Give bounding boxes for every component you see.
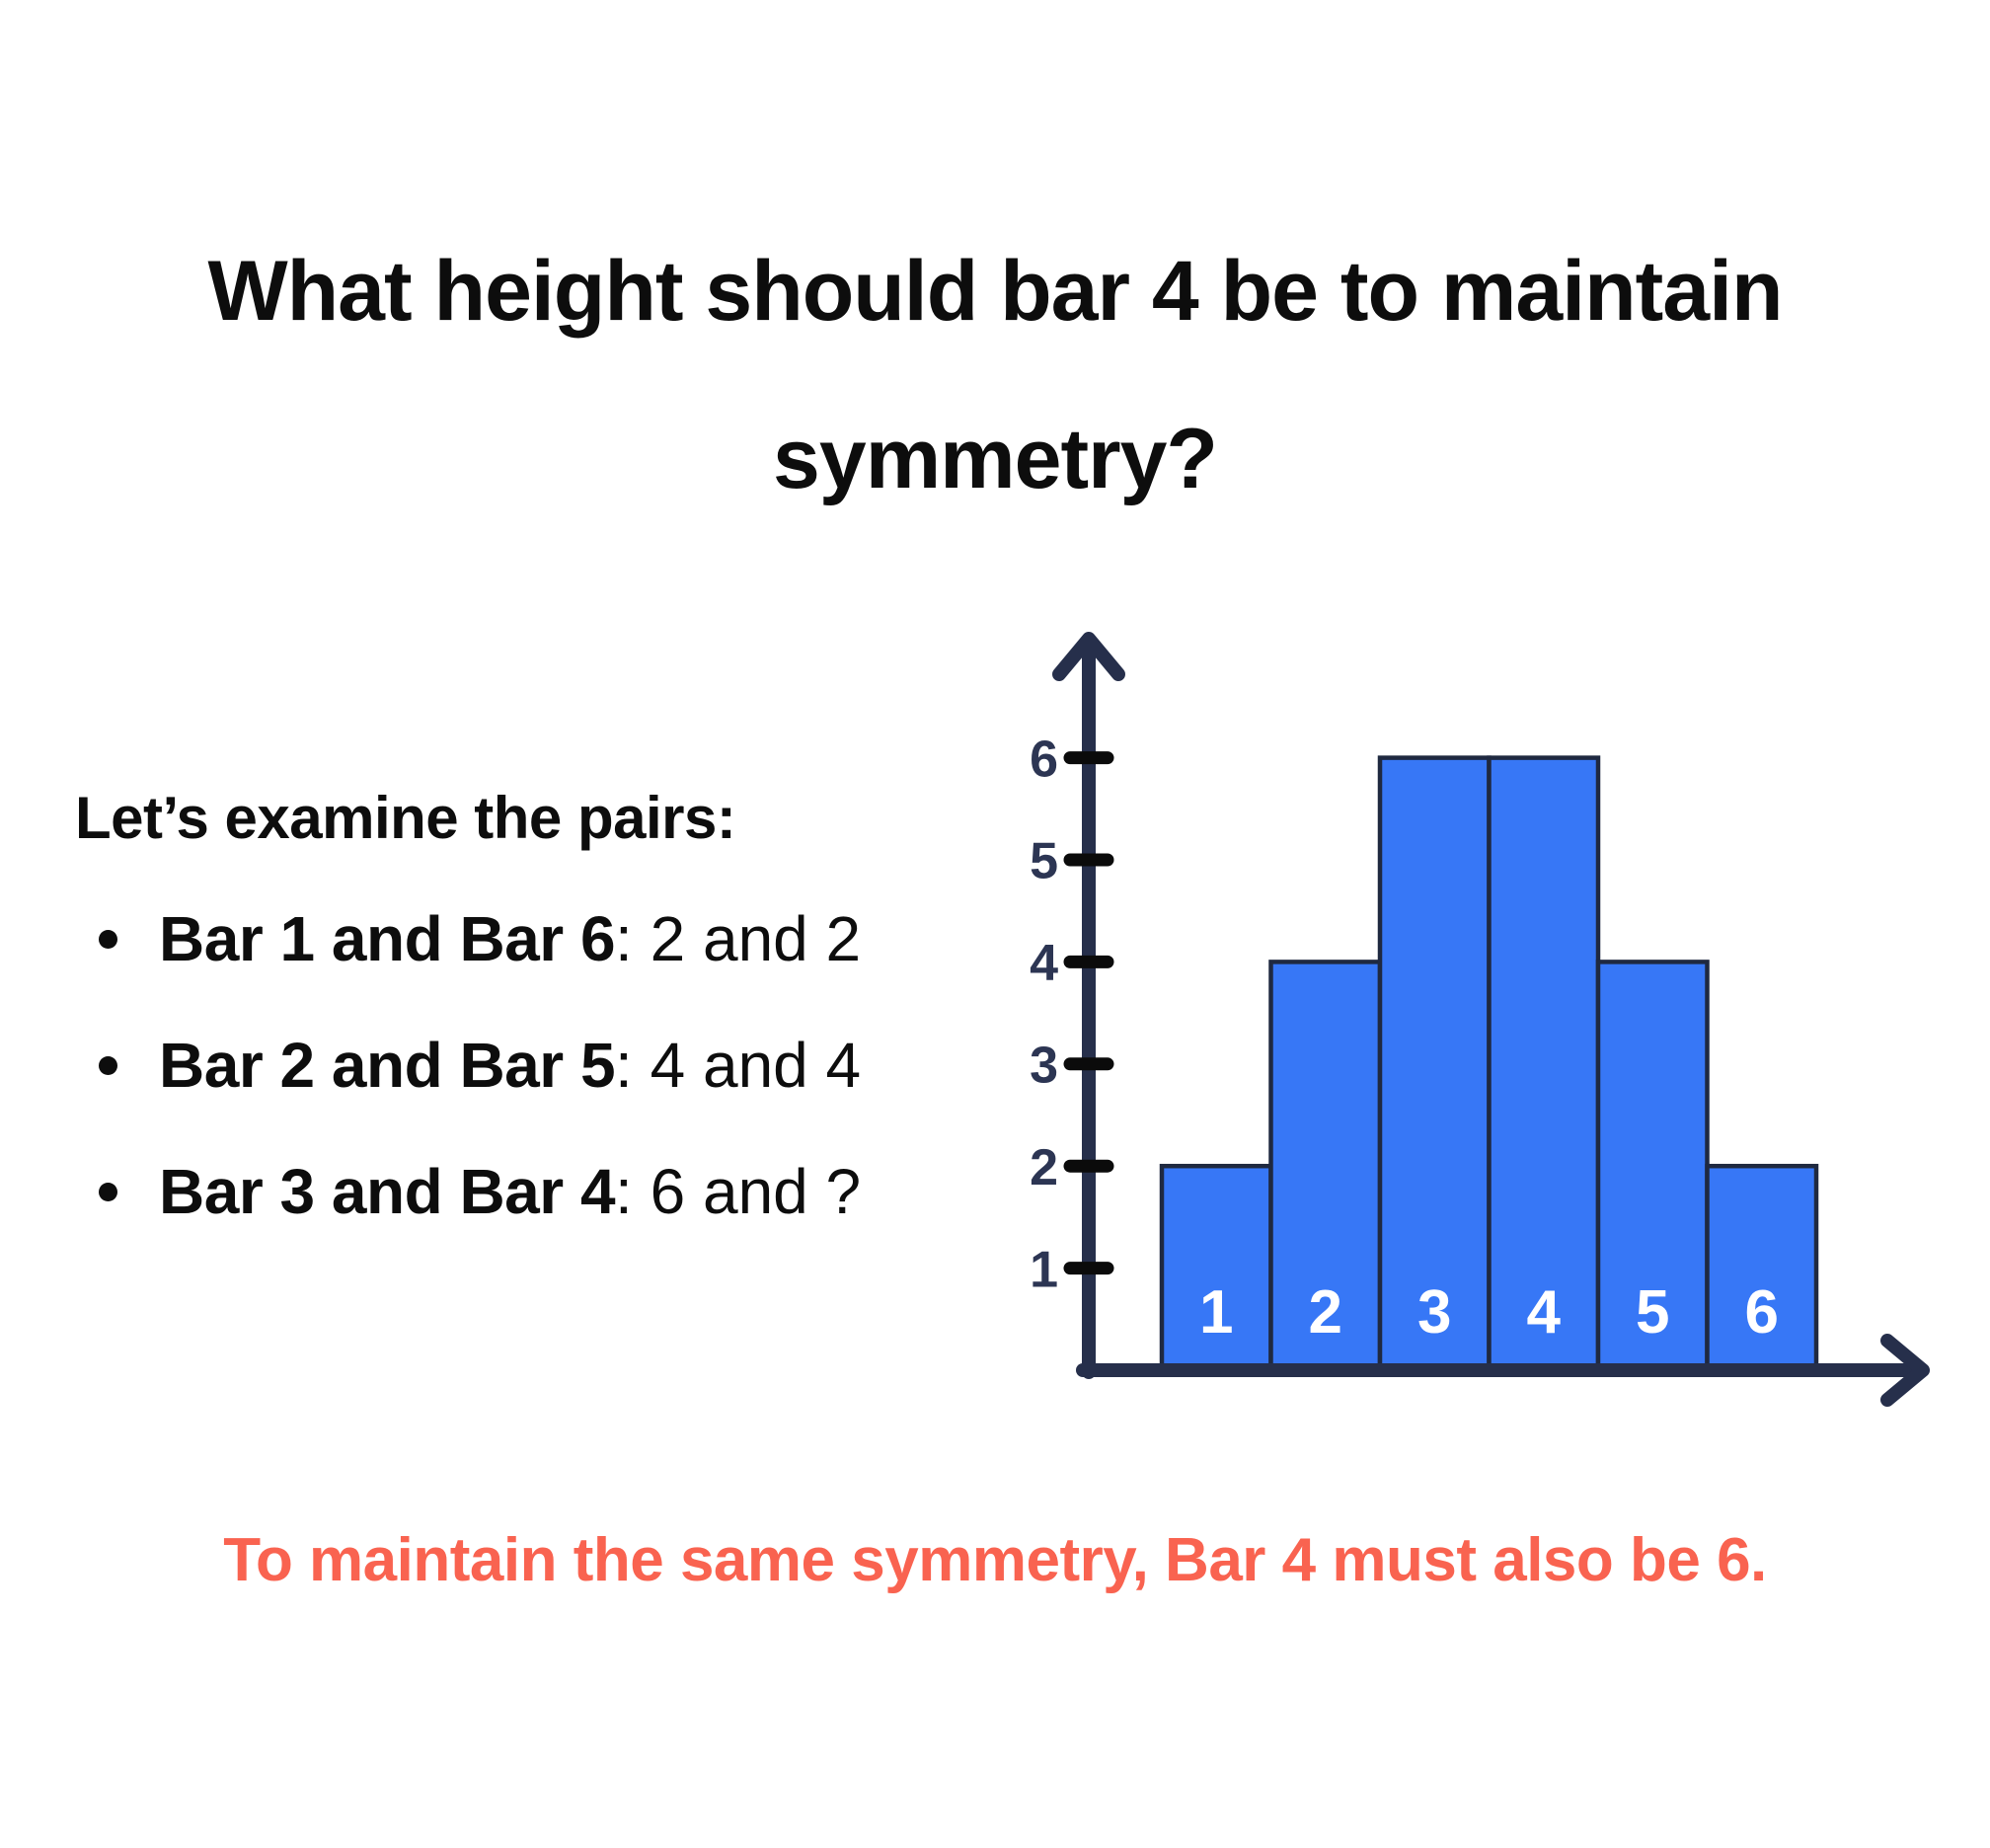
bullet-dot-icon [99, 929, 117, 949]
bar-label: 2 [1309, 1278, 1342, 1347]
bar-rect [1268, 960, 1383, 1373]
bullet-text: Bar 2 and Bar 5: 4 and 4 [159, 1029, 861, 1102]
page-title-line-2: symmetry? [773, 412, 1218, 506]
y-axis-tick-label: 3 [1030, 1038, 1058, 1095]
conclusion-text: To maintain the same symmetry, Bar 4 mus… [223, 1526, 1767, 1594]
bullet-dot-icon [99, 1182, 117, 1201]
bar-chart: 1 2 3 4 5 6 1 2 3 4 5 6 [987, 612, 1990, 1461]
bar-label: 4 [1527, 1278, 1562, 1347]
bullet-item-pair-1: Bar 1 and Bar 6: 2 and 2 [99, 900, 861, 977]
bar-label: 6 [1745, 1278, 1779, 1347]
bullet-pair-values: : 4 and 4 [615, 1030, 862, 1101]
page-title: What height should bar 4 be to maintain … [0, 207, 1990, 543]
bullet-pair-values: : 6 and ? [615, 1156, 862, 1227]
bar-rect [1487, 755, 1601, 1373]
explainer-heading: Let’s examine the pairs: [75, 785, 736, 851]
bar-rect [1705, 1163, 1819, 1373]
bullet-pair-label: Bar 2 and Bar 5 [159, 1030, 616, 1101]
page-title-line-1: What height should bar 4 be to maintain [207, 244, 1783, 339]
bullet-dot-icon [99, 1055, 117, 1075]
y-axis-tick-label: 5 [1030, 833, 1058, 890]
y-axis-tick-label: 1 [1030, 1241, 1058, 1298]
y-axis-tick-label: 4 [1030, 935, 1058, 992]
y-axis-tick-label: 2 [1030, 1139, 1058, 1196]
bullet-pair-label: Bar 1 and Bar 6 [159, 903, 616, 974]
y-axis-arrow-icon [1052, 632, 1125, 681]
y-axis-tick-label: 6 [1030, 731, 1058, 788]
bar-chart-svg: 1 2 3 4 5 6 1 2 3 4 5 6 [1030, 632, 1930, 1407]
bullet-text: Bar 3 and Bar 4: 6 and ? [159, 1155, 861, 1228]
bullet-pair-values: : 2 and 2 [615, 903, 862, 974]
x-axis-arrow-icon [1880, 1334, 1930, 1407]
bar-label: 1 [1199, 1278, 1233, 1347]
bullet-item-pair-2: Bar 2 and Bar 5: 4 and 4 [99, 1027, 861, 1104]
bar-label: 3 [1417, 1278, 1451, 1347]
bar-rect [1377, 755, 1492, 1373]
bar-label: 5 [1636, 1278, 1669, 1347]
bullet-item-pair-3: Bar 3 and Bar 4: 6 and ? [99, 1153, 861, 1230]
bullet-text: Bar 1 and Bar 6: 2 and 2 [159, 902, 861, 975]
bullet-pair-label: Bar 3 and Bar 4 [159, 1156, 616, 1227]
bullet-list: Bar 1 and Bar 6: 2 and 2 Bar 2 and Bar 5… [99, 900, 861, 1279]
